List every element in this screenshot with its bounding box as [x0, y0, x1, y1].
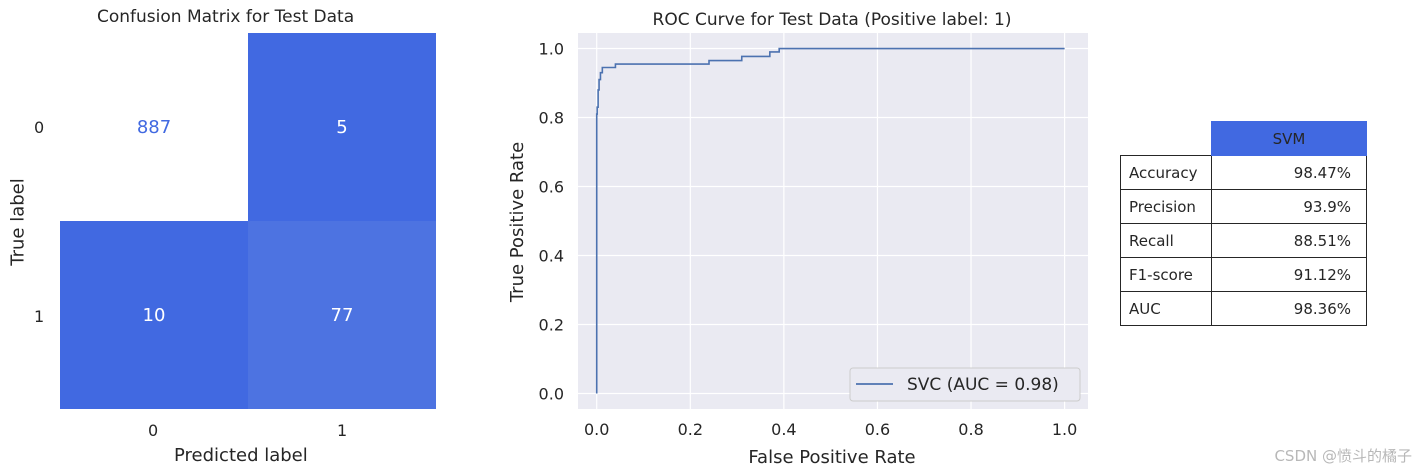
roc-y-tick-label: 0.2	[539, 315, 564, 334]
cm-cell-1-0: 10	[60, 221, 248, 409]
roc-x-axis-label: False Positive Rate	[748, 447, 915, 468]
cm-cell-1-1: 77	[248, 221, 436, 409]
cm-cell-0-1: 5	[248, 33, 436, 221]
metrics-header-svm: SVM	[1211, 121, 1367, 156]
metrics-row-label: Precision	[1120, 189, 1212, 224]
roc-y-tick-label: 0.4	[539, 246, 564, 265]
metrics-row-value: 93.9%	[1211, 189, 1367, 224]
cm-y-tick-0: 0	[34, 118, 45, 137]
watermark: CSDN @愤斗的橘子	[1274, 447, 1412, 465]
metrics-row-label: Accuracy	[1120, 155, 1212, 190]
roc-plot-area	[578, 33, 1088, 409]
roc-y-tick-label: 0.6	[539, 178, 564, 197]
metrics-row-value: 98.47%	[1211, 155, 1367, 190]
metrics-row-value: 91.12%	[1211, 257, 1367, 292]
roc-y-tick-label: 1.0	[539, 40, 564, 59]
metrics-row: Precision 93.9%	[1120, 189, 1367, 224]
metrics-row: F1-score 91.12%	[1120, 257, 1367, 292]
metrics-header-row: SVM	[1121, 121, 1367, 156]
cm-x-tick-1: 1	[337, 421, 348, 440]
confusion-matrix-grid: 887 5 10 77	[60, 33, 436, 409]
metrics-row-value: 98.36%	[1211, 291, 1367, 326]
confusion-matrix-panel: Confusion Matrix for Test Data 887 5 10 …	[0, 0, 460, 476]
roc-legend: SVC (AUC = 0.98)	[849, 367, 1081, 402]
roc-x-tick-label: 0.4	[771, 420, 796, 439]
cm-x-axis-label: Predicted label	[174, 445, 308, 466]
metrics-row-label: AUC	[1120, 291, 1212, 326]
roc-x-tick-label: 0.2	[678, 420, 703, 439]
cm-x-tick-0: 0	[148, 421, 159, 440]
roc-x-tick-label: 0.8	[958, 420, 983, 439]
confusion-matrix-title: Confusion Matrix for Test Data	[97, 7, 355, 27]
cm-cell-0-0: 887	[60, 33, 248, 221]
metrics-row-value: 88.51%	[1211, 223, 1367, 258]
metrics-row-label: Recall	[1120, 223, 1212, 258]
roc-x-tick-label: 0.6	[865, 420, 890, 439]
roc-legend-box	[849, 367, 1081, 402]
roc-y-axis-label: True Positive Rate	[507, 142, 528, 303]
metrics-row-label: F1-score	[1120, 257, 1212, 292]
metrics-row: Accuracy 98.47%	[1120, 155, 1367, 190]
cm-y-tick-1: 1	[34, 307, 45, 326]
roc-curve-line	[595, 47, 1065, 394]
roc-legend-label: SVC (AUC = 0.98)	[907, 375, 1059, 395]
roc-ticks: 0.0 0.2 0.4 0.6 0.8 1.0 0.0 0.2 0.4 0.6 0.8 1.0	[539, 40, 1078, 439]
roc-y-tick-label: 0.8	[539, 109, 564, 128]
roc-x-tick-label: 1.0	[1052, 420, 1077, 439]
roc-x-tick-label: 0.0	[584, 420, 609, 439]
metrics-table: SVM Accuracy 98.47% Precision 93.9% Reca…	[1120, 121, 1367, 326]
metrics-row: AUC 98.36%	[1120, 291, 1367, 326]
metrics-header-blank	[1121, 122, 1212, 156]
roc-title: ROC Curve for Test Data (Positive label:…	[653, 10, 1012, 30]
metrics-row: Recall 88.51%	[1120, 223, 1367, 258]
roc-y-tick-label: 0.0	[539, 384, 564, 403]
